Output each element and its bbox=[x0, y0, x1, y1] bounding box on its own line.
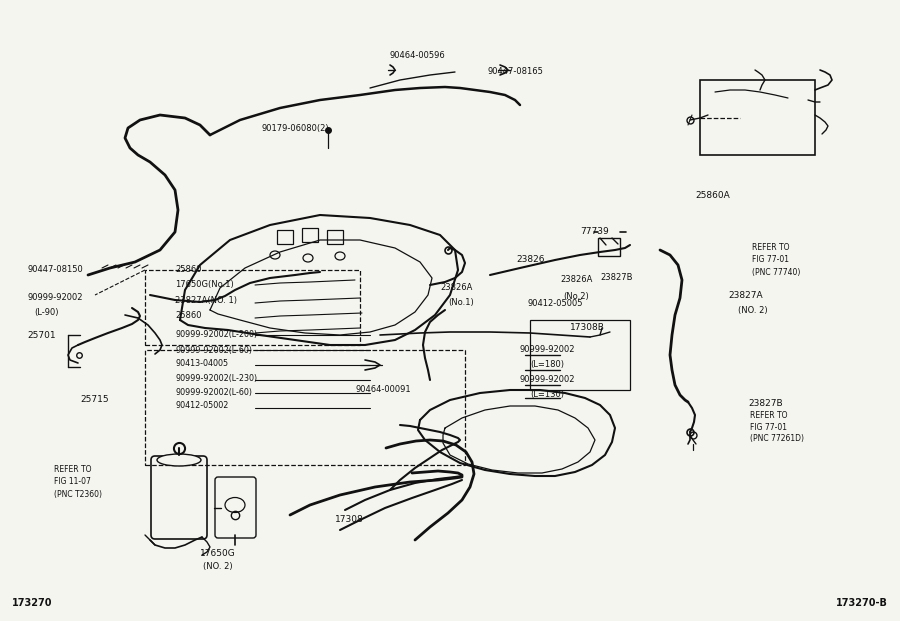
Bar bbox=[700, 80, 815, 155]
Text: 90999-92002(L-60): 90999-92002(L-60) bbox=[175, 388, 252, 396]
Bar bbox=[327, 230, 343, 244]
Text: (PNC 77740): (PNC 77740) bbox=[752, 268, 800, 276]
Bar bbox=[302, 228, 318, 242]
Text: REFER TO: REFER TO bbox=[54, 466, 92, 474]
Bar bbox=[145, 270, 360, 345]
Text: 25860: 25860 bbox=[175, 266, 202, 274]
Text: (NO. 2): (NO. 2) bbox=[203, 563, 233, 571]
Text: FIG 77-01: FIG 77-01 bbox=[750, 422, 787, 432]
Bar bbox=[598, 238, 620, 256]
Text: (No.1): (No.1) bbox=[448, 297, 473, 307]
Text: REFER TO: REFER TO bbox=[752, 243, 789, 253]
Text: 23827A: 23827A bbox=[728, 291, 762, 299]
Text: 90412-05005: 90412-05005 bbox=[528, 299, 583, 307]
Text: 77739: 77739 bbox=[580, 227, 608, 237]
Bar bbox=[277, 230, 293, 244]
Ellipse shape bbox=[157, 454, 201, 466]
Text: 90999-92002: 90999-92002 bbox=[520, 345, 575, 355]
Text: 90447-08150: 90447-08150 bbox=[27, 266, 83, 274]
Text: 90412-05002: 90412-05002 bbox=[175, 402, 229, 410]
Text: 90464-00091: 90464-00091 bbox=[355, 386, 410, 394]
Text: (PNC T2360): (PNC T2360) bbox=[54, 489, 102, 499]
Text: 173270-B: 173270-B bbox=[836, 598, 888, 608]
Text: 25715: 25715 bbox=[81, 396, 109, 404]
Text: (L=130): (L=130) bbox=[530, 389, 564, 399]
Text: 90413-04005: 90413-04005 bbox=[175, 358, 228, 368]
Text: 90999-92002(L-60): 90999-92002(L-60) bbox=[175, 345, 252, 355]
Text: 90464-00596: 90464-00596 bbox=[390, 50, 446, 60]
Text: 90999-92002: 90999-92002 bbox=[520, 376, 575, 384]
Text: 17308: 17308 bbox=[335, 515, 364, 525]
Text: (NO. 2): (NO. 2) bbox=[738, 306, 768, 314]
Text: 90999-92002(L-230): 90999-92002(L-230) bbox=[175, 373, 257, 383]
Text: 173270: 173270 bbox=[12, 598, 52, 608]
Text: REFER TO: REFER TO bbox=[750, 410, 788, 420]
Text: 25860: 25860 bbox=[175, 310, 202, 319]
Text: (L-90): (L-90) bbox=[34, 309, 58, 317]
Text: 23827B: 23827B bbox=[748, 399, 783, 409]
Bar bbox=[145, 350, 465, 465]
Text: 25860A: 25860A bbox=[695, 191, 730, 199]
Text: 17650G: 17650G bbox=[200, 548, 236, 558]
Text: 17650G(No.1): 17650G(No.1) bbox=[175, 281, 234, 289]
Text: 90179-06080(2): 90179-06080(2) bbox=[262, 124, 329, 132]
Text: FIG 77-01: FIG 77-01 bbox=[752, 255, 789, 265]
Text: 23826: 23826 bbox=[516, 255, 544, 265]
Text: 23827B: 23827B bbox=[600, 273, 633, 283]
Text: (No.2): (No.2) bbox=[563, 291, 589, 301]
Text: (L=180): (L=180) bbox=[530, 360, 564, 368]
Text: 90999-92002(L-200): 90999-92002(L-200) bbox=[175, 330, 257, 340]
Text: 17308B: 17308B bbox=[570, 324, 605, 332]
Text: 23826A: 23826A bbox=[560, 276, 592, 284]
Text: 90999-92002: 90999-92002 bbox=[27, 294, 83, 302]
Text: 90447-08165: 90447-08165 bbox=[488, 68, 544, 76]
Text: 23826A: 23826A bbox=[440, 284, 472, 292]
Bar bbox=[530, 320, 630, 390]
Text: 25701: 25701 bbox=[27, 330, 56, 340]
Text: (PNC 77261D): (PNC 77261D) bbox=[750, 435, 804, 443]
Text: FIG 11-07: FIG 11-07 bbox=[54, 478, 91, 486]
Text: 23827A(NO. 1): 23827A(NO. 1) bbox=[175, 296, 237, 304]
